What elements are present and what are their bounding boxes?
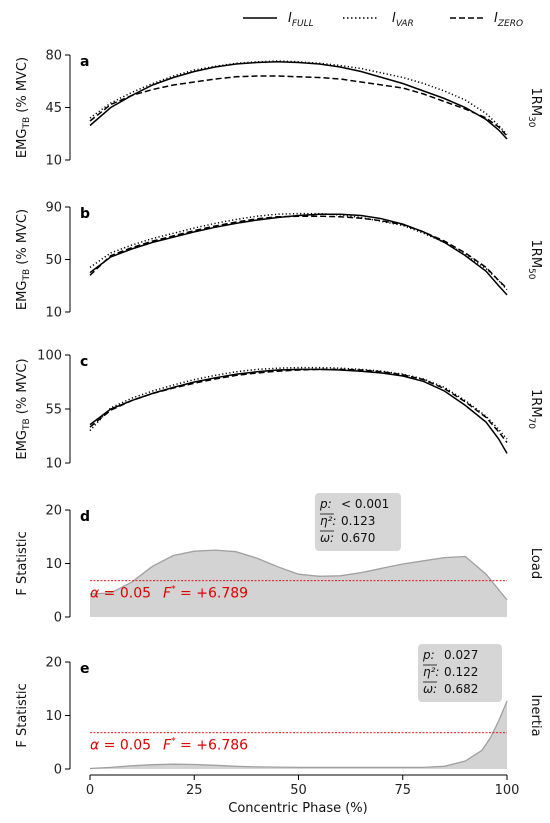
stat-value-omega: 0.682 [444,682,478,696]
stat-label-p: p: [422,648,435,662]
y-tick-label: 90 [45,201,62,216]
stat-label-eta2: η²: [423,665,439,679]
stat-value-p: < 0.001 [341,497,389,511]
threshold-label: α = 0.05 F* = +6.789 [90,585,248,602]
x-axis-label: Concentric Phase (%) [228,801,367,816]
stats-box: p: < 0.001 η²: 0.123 ω: 0.670 [315,493,401,551]
y-tick-label: 10 [45,557,62,572]
panel-letter: d [80,509,90,525]
f-statistic-line [89,700,508,770]
stat-label-omega: ω: [320,531,334,545]
y-tick-label: 0 [54,611,62,626]
panel-letter: e [80,661,90,677]
x-tick-label: 25 [186,783,203,798]
x-tick-label: 100 [495,783,520,798]
threshold-label: α = 0.05 F* = +6.786 [90,737,248,754]
legend-item-zero: IZERO [450,11,523,29]
series-line-i-full [89,368,508,454]
y-axis-label: EMGTB (% MVC) [15,57,32,158]
y-axis-label: EMGTB (% MVC) [15,209,32,310]
y-tick-label: 100 [37,349,62,364]
y-tick-label: 20 [45,656,62,671]
x-axis: 0 25 50 75 100 [86,774,520,798]
condition-label: 1RM70 [526,389,543,429]
condition-label: 1RM50 [526,240,543,280]
x-tick-label: 75 [394,783,411,798]
panel-d: 0 10 20 F Statistic d Load α = 0.05 F* = +6.789… [15,493,543,626]
stat-value-eta2: 0.123 [341,514,375,528]
series-line-i-zero [89,368,508,444]
stats-box-background [315,493,401,551]
y-tick-label: 80 [45,49,62,64]
stats-box: p: 0.027 η²: 0.122 ω: 0.682 [418,644,502,702]
stat-label-p: p: [319,497,332,511]
series-line-i-full [89,61,508,140]
series-line-i-var [89,212,508,291]
y-axis-label: EMGTB (% MVC) [15,358,32,459]
panel-letter: c [80,354,88,370]
f-statistic-line [89,549,508,601]
series-line-i-zero [89,75,508,137]
condition-label: Load [528,548,543,579]
condition-label: Inertia [528,694,543,736]
stats-box-background [418,644,502,702]
panel-e: 0 10 20 F Statistic e Inertia α = 0.05 F* = +6.… [15,644,543,778]
stat-value-omega: 0.670 [341,531,375,545]
panel-letter: a [80,54,89,70]
f-statistic-area [90,550,507,617]
y-axis-label: F Statistic [15,683,30,747]
legend: IFULL IVAR IZERO [243,11,523,29]
panel-a: 10 45 80 EMGTB (% MVC) a 1RM30 [15,49,543,169]
series-line-i-full [89,213,508,296]
y-tick-label: 10 [45,154,62,169]
panel-letter: b [80,206,90,222]
y-tick-label: 10 [45,457,62,472]
legend-item-full: IFULL [243,11,314,29]
legend-label-var: IVAR [392,11,414,29]
y-tick-label: 10 [45,709,62,724]
series-line-i-var [89,366,508,440]
y-tick-label: 10 [45,306,62,321]
panel-b: 10 50 90 EMGTB (% MVC) b 1RM50 [15,201,543,321]
y-tick-label: 20 [45,504,62,519]
stat-value-p: 0.027 [444,648,478,662]
y-axis-label: F Statistic [15,531,30,595]
stat-value-eta2: 0.122 [444,665,478,679]
series-line-i-var [89,60,508,136]
legend-item-var: IVAR [343,11,414,29]
f-statistic-area [90,701,507,769]
legend-label-zero: IZERO [494,11,523,29]
y-tick-label: 55 [45,403,62,418]
x-tick-label: 0 [86,783,94,798]
legend-label-full: IFULL [288,11,314,29]
stat-label-omega: ω: [423,682,437,696]
panel-c: 10 55 100 EMGTB (% MVC) c 1RM70 [15,349,543,472]
stat-label-eta2: η²: [320,514,336,528]
y-tick-label: 45 [45,101,62,116]
y-tick-label: 50 [45,253,62,268]
y-tick-label: 0 [54,763,62,778]
condition-label: 1RM30 [526,88,543,128]
series-line-i-zero [89,215,508,289]
x-tick-label: 50 [290,783,307,798]
